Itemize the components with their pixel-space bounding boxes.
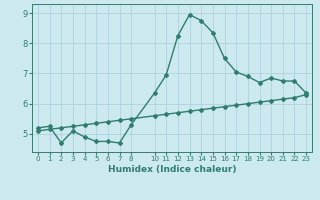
X-axis label: Humidex (Indice chaleur): Humidex (Indice chaleur)	[108, 165, 236, 174]
